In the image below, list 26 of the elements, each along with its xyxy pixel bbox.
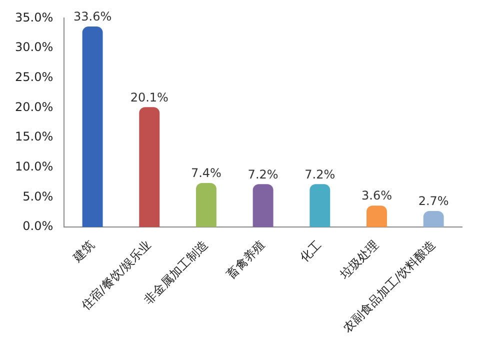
- data-label: 2.7%: [418, 194, 449, 208]
- x-tick-label: 化工: [297, 238, 324, 264]
- y-tick-label: 20.0%: [14, 100, 54, 114]
- bar: [82, 26, 103, 228]
- bar: [252, 184, 274, 228]
- y-tick-label: 30.0%: [14, 40, 54, 54]
- y-tick-label: 5.0%: [22, 189, 54, 204]
- x-tick-label: 畜禽养殖: [224, 238, 268, 282]
- bar: [139, 107, 160, 228]
- data-label: 7.2%: [304, 167, 336, 182]
- x-tick-label: 垃圾处理: [336, 238, 382, 282]
- data-label: 7.4%: [190, 166, 222, 180]
- y-tick-label: 15.0%: [14, 130, 54, 144]
- y-tick-label: 35.0%: [14, 10, 54, 24]
- data-label: 33.6%: [73, 10, 112, 24]
- x-tick-label: 建筑: [69, 238, 97, 266]
- bar: [366, 206, 387, 228]
- bar: [196, 182, 216, 228]
- bar: [310, 184, 330, 228]
- data-label: 3.6%: [361, 188, 392, 203]
- data-label: 7.2%: [248, 167, 278, 182]
- bar: [423, 210, 444, 228]
- y-tick-label: 10.0%: [14, 160, 54, 174]
- data-label: 20.1%: [130, 90, 168, 104]
- y-tick-label: 25.0%: [14, 70, 54, 84]
- y-tick-label: 0.0%: [22, 219, 54, 234]
